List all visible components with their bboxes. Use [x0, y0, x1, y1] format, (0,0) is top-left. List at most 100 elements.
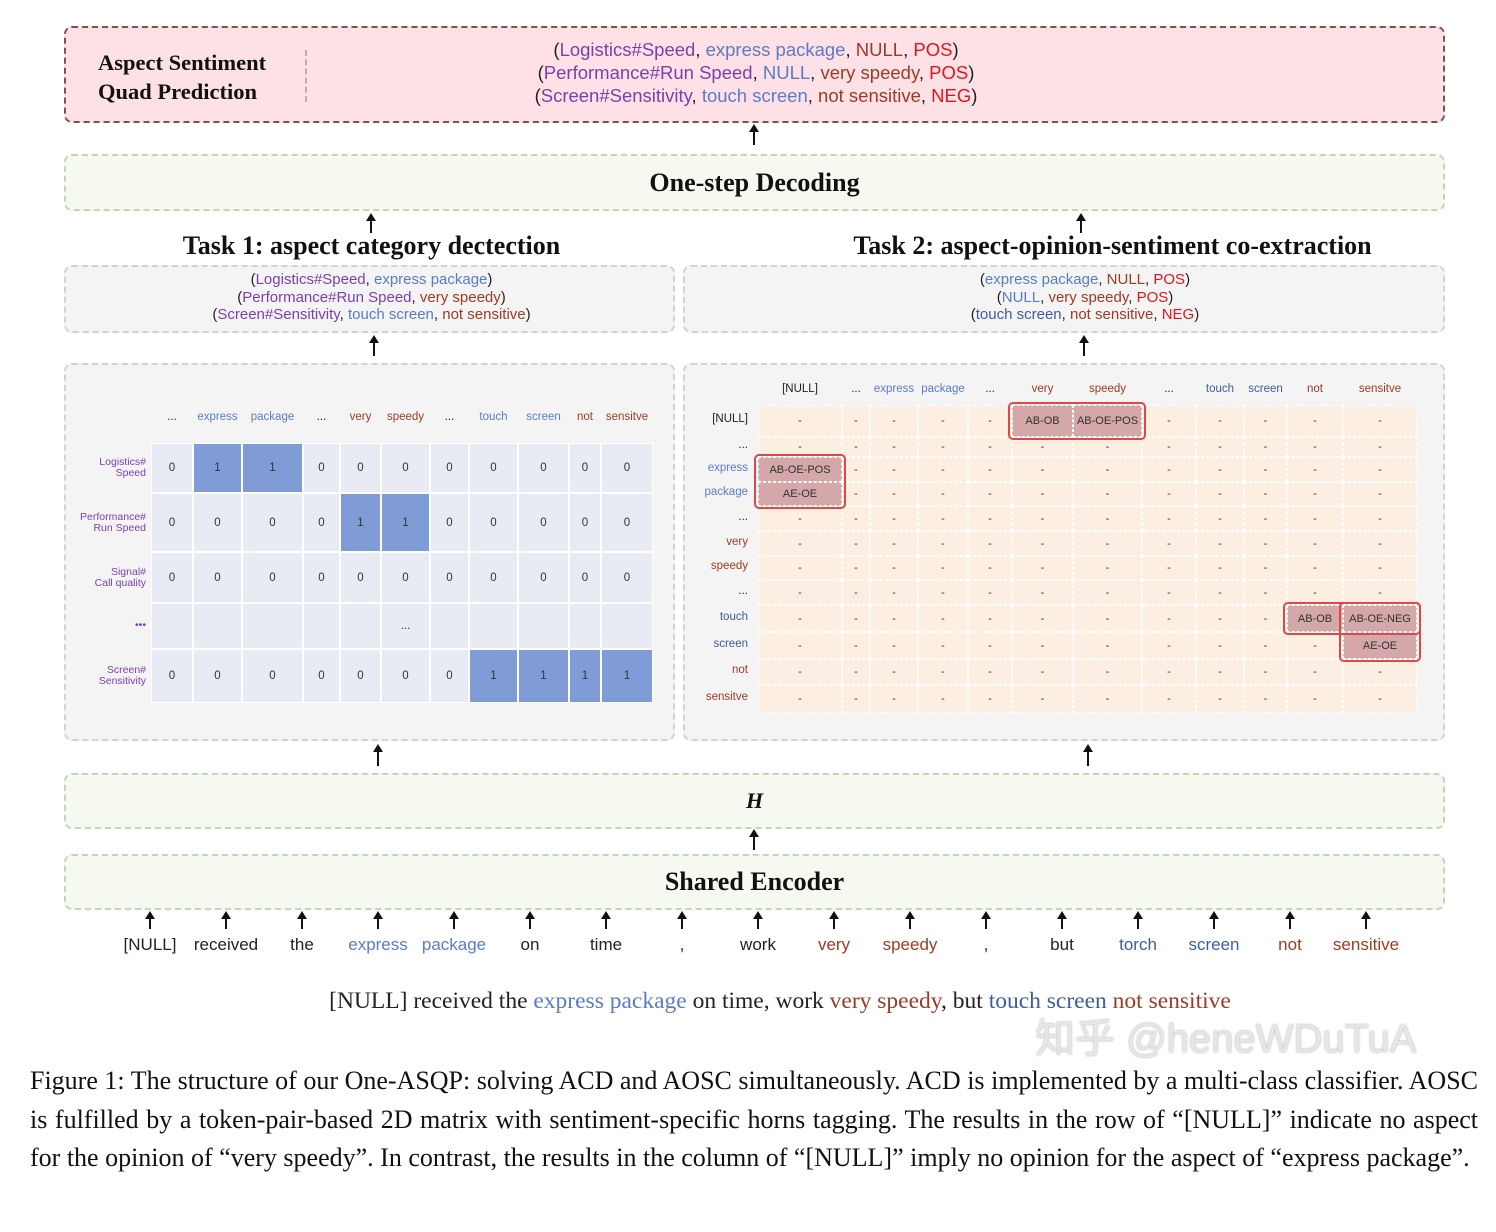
matrix-cell: - [1073, 506, 1142, 531]
matrix-cell: 0 [469, 493, 518, 552]
arrow-up-icon [749, 124, 759, 145]
matrix-cell: - [1244, 605, 1287, 632]
matrix-cell: 0 [601, 552, 653, 603]
matrix-cell: AB-OE-NEG [1343, 605, 1417, 632]
task1-tuples: (Logistics#Speed, express package) (Perfo… [66, 271, 677, 324]
matrix-cell: - [1196, 437, 1244, 457]
matrix-cell: - [1287, 580, 1343, 605]
matrix-cell: - [1196, 531, 1244, 556]
row-label: package [704, 486, 748, 498]
matrix-cell: - [1343, 457, 1417, 482]
hidden-state-box: H [64, 773, 1445, 829]
decoding-box: One-step Decoding [64, 154, 1445, 211]
row-label: ... [738, 510, 748, 523]
matrix-cell: - [870, 632, 918, 659]
arrow-up-icon [373, 744, 383, 766]
column-label: ... [985, 383, 995, 395]
matrix-cell: - [1073, 580, 1142, 605]
arrow-up-icon [297, 911, 307, 929]
matrix-cell: - [1196, 632, 1244, 659]
tuple: (Logistics#Speed, express package) [66, 271, 677, 289]
text-segment: , [1061, 306, 1070, 323]
matrix-cell: - [1012, 556, 1073, 580]
token: not [1278, 935, 1302, 954]
arrow-up-icon [677, 911, 687, 929]
text-segment: ( [212, 306, 218, 323]
matrix-cell: - [1073, 531, 1142, 556]
matrix-cell: - [1343, 506, 1417, 531]
matrix-cell: - [918, 580, 968, 605]
matrix-cell: - [1244, 632, 1287, 659]
text-segment: touch screen [701, 85, 808, 106]
matrix-cell: - [1142, 659, 1196, 685]
matrix-cell: - [1142, 685, 1196, 713]
matrix-cell: - [968, 580, 1012, 605]
matrix-cell: - [1012, 605, 1073, 632]
arrow-up-icon [753, 911, 763, 929]
tuple: (Performance#Run Speed, NULL, very speed… [406, 61, 1106, 84]
arrow-up-icon [373, 911, 383, 929]
matrix-cell: 0 [242, 552, 303, 603]
matrix-cell: - [918, 405, 968, 437]
matrix-cell: - [1244, 556, 1287, 580]
matrix-cell: 0 [303, 649, 340, 703]
matrix-cell [518, 603, 569, 649]
matrix-cell: - [918, 556, 968, 580]
matrix-cell: - [968, 405, 1012, 437]
row-label: sensitve [705, 691, 748, 703]
matrix-cell: 0 [340, 649, 381, 703]
matrix-cell: - [1287, 632, 1343, 659]
matrix-cell: - [1196, 405, 1244, 437]
arrow-up-icon [981, 911, 991, 929]
row-label: speedy [710, 560, 748, 572]
tuple: (Screen#Sensitivity, touch screen, not s… [66, 306, 677, 324]
text-segment: ) [1185, 271, 1191, 288]
matrix-cell: - [918, 685, 968, 713]
matrix-cell: - [968, 531, 1012, 556]
matrix-cell: - [758, 659, 842, 685]
matrix-cell: - [1343, 437, 1417, 457]
matrix-cell: - [1142, 580, 1196, 605]
matrix-cell: - [1287, 556, 1343, 580]
column-label: very [1031, 383, 1054, 395]
matrix-cell: 1 [569, 649, 601, 703]
matrix-cell: - [1287, 659, 1343, 685]
matrix-cell: 0 [469, 552, 518, 603]
text-segment: on time, work [686, 988, 830, 1014]
matrix-cell: - [1073, 632, 1142, 659]
matrix-cell: - [1073, 457, 1142, 482]
matrix-cell: - [918, 531, 968, 556]
matrix-cell: - [968, 659, 1012, 685]
divider [305, 50, 307, 102]
matrix-cell: - [870, 482, 918, 506]
row-label-line: ••• [134, 619, 146, 631]
token: [NULL] [123, 935, 177, 954]
task1-output-box: (Logistics#Speed, express package) (Perfo… [64, 265, 675, 333]
text-segment: ) [1194, 306, 1200, 323]
matrix-cell: 0 [381, 649, 430, 703]
column-label: ... [167, 411, 177, 423]
matrix-cell: AB-OE-POS [1073, 405, 1142, 437]
matrix-cell: - [758, 556, 842, 580]
matrix-cell: - [1343, 405, 1417, 437]
matrix-cell: - [1142, 556, 1196, 580]
matrix-cell: - [1142, 506, 1196, 531]
matrix-cell: - [918, 482, 968, 506]
matrix-cell: - [1073, 556, 1142, 580]
text-segment: , [1145, 271, 1154, 288]
matrix-cell: - [870, 580, 918, 605]
matrix-cell: - [1244, 457, 1287, 482]
matrix-cell: 0 [569, 552, 601, 603]
column-label: speedy [1088, 383, 1127, 395]
text-segment: , [365, 271, 374, 288]
matrix-cell: - [870, 531, 918, 556]
text-segment: NULL [762, 62, 811, 83]
matrix-cell: 0 [381, 443, 430, 493]
matrix-cell: - [1196, 457, 1244, 482]
column-label: sensitve [1358, 383, 1402, 395]
row-label: very [726, 535, 748, 548]
column-label: not [577, 411, 593, 423]
text-segment: ( [534, 85, 541, 106]
matrix-cell: - [1196, 685, 1244, 713]
matrix-cell: - [842, 482, 870, 506]
